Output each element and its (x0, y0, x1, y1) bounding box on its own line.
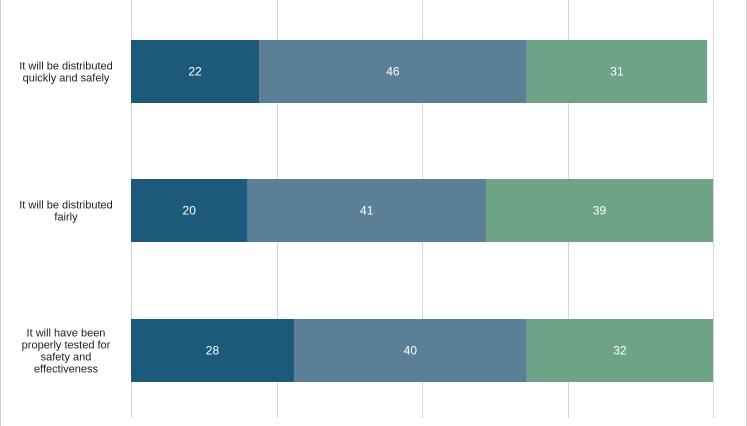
data-label-2-0: 28 (206, 344, 220, 358)
bar-segment-0-0 (131, 40, 260, 103)
category-label-line: It will be distributed (19, 200, 113, 212)
bar-segment-1-0 (131, 179, 248, 242)
bars: 22 46 31 20 41 39 28 40 32 (131, 40, 713, 382)
bar-segment-1-1 (247, 179, 487, 242)
bar-segment-2-0 (131, 319, 294, 382)
category-label-line: It will have been (27, 328, 106, 340)
category-label-line: safety and (41, 352, 92, 364)
data-label-2-2: 32 (613, 344, 627, 358)
category-label-line: properly tested for (22, 340, 111, 352)
data-label-1-2: 39 (593, 204, 607, 218)
data-label-0-1: 46 (386, 65, 400, 79)
data-label-2-1: 40 (404, 344, 418, 358)
data-label-0-2: 31 (610, 65, 624, 79)
bar-segment-2-2 (526, 319, 713, 382)
data-label-1-1: 41 (360, 204, 374, 218)
category-label-line: fairly (54, 212, 78, 224)
category-label-line: effectiveness (34, 364, 99, 376)
bar-segment-1-2 (486, 179, 713, 242)
category-label-line: quickly and safely (23, 73, 110, 85)
bar-segment-2-1 (293, 319, 527, 382)
data-label-0-0: 22 (188, 65, 202, 79)
bar-segment-0-1 (259, 40, 527, 103)
category-label-line: It will be distributed (19, 61, 113, 73)
bar-segment-0-2 (526, 40, 708, 103)
data-label-1-0: 20 (183, 204, 197, 218)
